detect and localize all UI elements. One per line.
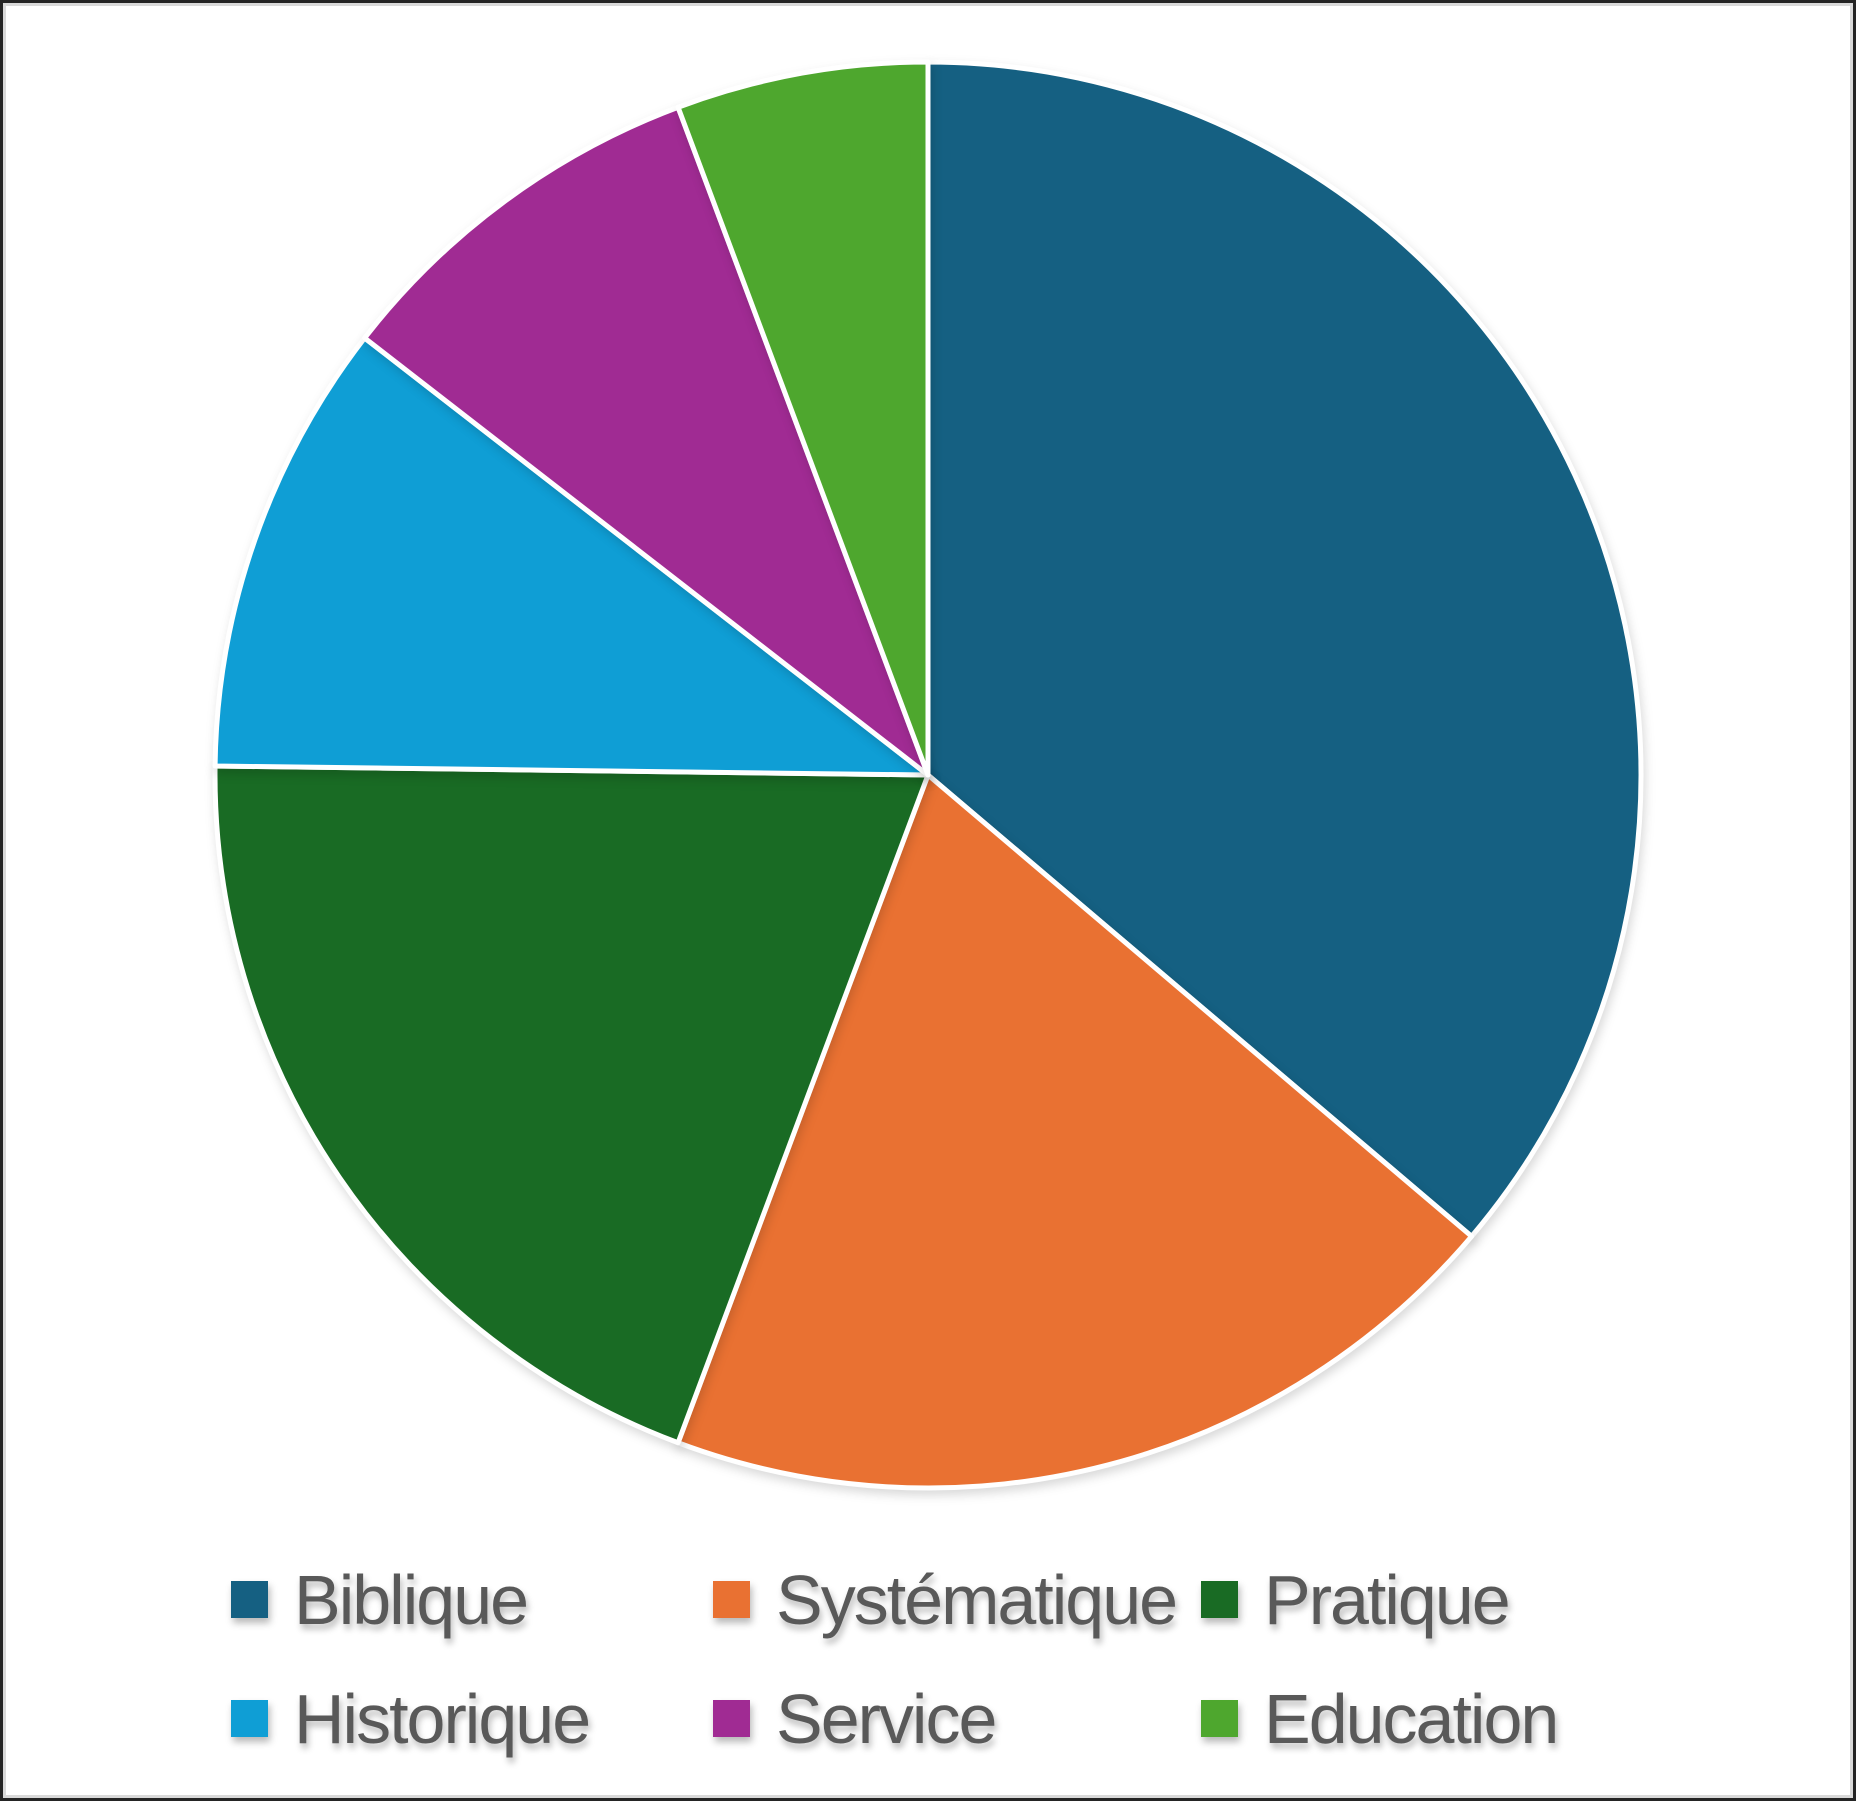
legend-marker-historique: [231, 1700, 268, 1737]
legend-label-service: Service: [776, 1679, 997, 1758]
legend-marker-systematique: [713, 1581, 750, 1618]
chart-legend: Biblique Systématique Pratique Historique Se…: [3, 3, 1853, 1798]
pie-slice-biblique: [925, 59, 1644, 1239]
legend-item-systematique: Systématique: [713, 1565, 1178, 1635]
pie-slice-service: [362, 104, 931, 778]
pie-slice-education: [675, 59, 931, 778]
pie-slice-historique: [212, 335, 931, 778]
legend-item-education: Education: [1201, 1684, 1559, 1754]
pie-slice-pratique: [212, 763, 931, 1446]
legend-item-pratique: Pratique: [1201, 1565, 1511, 1635]
legend-item-historique: Historique: [231, 1684, 591, 1754]
pie-slice-systematique: [675, 772, 1475, 1491]
legend-item-biblique: Biblique: [231, 1565, 529, 1635]
legend-label-historique: Historique: [294, 1679, 591, 1758]
pie-chart: [212, 59, 1644, 1491]
legend-item-service: Service: [713, 1684, 997, 1754]
legend-marker-pratique: [1201, 1581, 1238, 1618]
legend-label-education: Education: [1264, 1679, 1559, 1758]
legend-label-pratique: Pratique: [1264, 1560, 1511, 1639]
legend-label-systematique: Systématique: [776, 1560, 1178, 1639]
legend-marker-biblique: [231, 1581, 268, 1618]
legend-label-biblique: Biblique: [294, 1560, 529, 1639]
legend-marker-education: [1201, 1700, 1238, 1737]
legend-marker-service: [713, 1700, 750, 1737]
